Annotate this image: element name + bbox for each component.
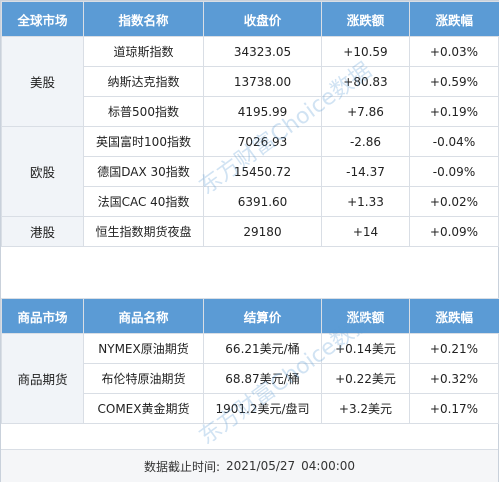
settle-value: 66.21美元/桶 [203, 333, 322, 364]
change-pct: +0.09% [409, 216, 499, 247]
change-pct: +0.17% [409, 393, 499, 424]
cutoff-label: 数据截止时间: [143, 459, 220, 474]
change-pct: +0.59% [409, 66, 499, 97]
table-row: 布伦特原油期货 68.87美元/桶 +0.22美元 +0.32% [2, 363, 499, 394]
table-row: COMEX黄金期货 1901.2美元/盘司 +3.2美元 +0.17% [2, 393, 499, 424]
change-pct: -0.09% [409, 156, 499, 187]
table-row: 德国DAX 30指数 15450.72 -14.37 -0.09% [2, 156, 499, 187]
change-value: +3.2美元 [321, 393, 410, 424]
index-name: 法国CAC 40指数 [83, 186, 204, 217]
change-pct: +0.02% [409, 186, 499, 217]
commodity-table: 商品市场 商品名称 结算价 涨跌额 涨跌幅 商品期货 NYMEX原油期货 66.… [1, 298, 499, 424]
header-change: 涨跌额 [321, 1, 410, 37]
header-change-pct: 涨跌幅 [409, 298, 499, 334]
commodity-name: 布伦特原油期货 [83, 363, 204, 394]
header-close: 收盘价 [203, 1, 322, 37]
table-row: 法国CAC 40指数 6391.60 +1.33 +0.02% [2, 186, 499, 217]
close-value: 34323.05 [203, 36, 322, 67]
close-value: 7026.93 [203, 126, 322, 157]
table-row: 纳斯达克指数 13738.00 +80.83 +0.59% [2, 66, 499, 97]
region-europe: 欧股 [1, 126, 84, 217]
header-market: 全球市场 [1, 1, 84, 37]
index-name: 德国DAX 30指数 [83, 156, 204, 187]
index-table-header: 全球市场 指数名称 收盘价 涨跌额 涨跌幅 [1, 1, 499, 37]
change-pct: -0.04% [409, 126, 499, 157]
index-name: 恒生指数期货夜盘 [83, 216, 204, 247]
index-name: 标普500指数 [83, 96, 204, 127]
cutoff-date: 2021/05/27 [225, 459, 296, 473]
region-commodity-futures: 商品期货 [1, 333, 84, 424]
header-change-pct: 涨跌幅 [409, 1, 499, 37]
header-settle: 结算价 [203, 298, 322, 334]
close-value: 15450.72 [203, 156, 322, 187]
index-name: 纳斯达克指数 [83, 66, 204, 97]
index-table: 全球市场 指数名称 收盘价 涨跌额 涨跌幅 美股 道琼斯指数 34323.05 … [1, 1, 499, 247]
close-value: 6391.60 [203, 186, 322, 217]
table-row: 标普500指数 4195.99 +7.86 +0.19% [2, 96, 499, 127]
table-row: 美股 道琼斯指数 34323.05 +10.59 +0.03% [1, 36, 499, 127]
settle-value: 1901.2美元/盘司 [203, 393, 322, 424]
change-pct: +0.03% [409, 36, 499, 67]
commodity-name: NYMEX原油期货 [83, 333, 204, 364]
close-value: 29180 [203, 216, 322, 247]
region-us: 美股 [1, 36, 84, 127]
index-name: 英国富时100指数 [83, 126, 204, 157]
close-value: 13738.00 [203, 66, 322, 97]
table-row: 商品期货 NYMEX原油期货 66.21美元/桶 +0.14美元 +0.21% [1, 333, 499, 424]
table-row: 港股 恒生指数期货夜盘 29180 +14 +0.09% [1, 216, 499, 247]
table-row: 欧股 英国富时100指数 7026.93 -2.86 -0.04% [1, 126, 499, 217]
header-change: 涨跌额 [321, 298, 410, 334]
index-name: 道琼斯指数 [83, 36, 204, 67]
change-value: +80.83 [321, 66, 410, 97]
change-value: +0.22美元 [321, 363, 410, 394]
settle-value: 68.87美元/桶 [203, 363, 322, 394]
change-value: +1.33 [321, 186, 410, 217]
change-value: -14.37 [321, 156, 410, 187]
region-hk: 港股 [1, 216, 84, 247]
change-pct: +0.19% [409, 96, 499, 127]
change-value: +10.59 [321, 36, 410, 67]
change-value: +7.86 [321, 96, 410, 127]
header-index-name: 指数名称 [83, 1, 204, 37]
change-value: -2.86 [321, 126, 410, 157]
close-value: 4195.99 [203, 96, 322, 127]
header-commodity-name: 商品名称 [83, 298, 204, 334]
change-value: +0.14美元 [321, 333, 410, 364]
commodity-name: COMEX黄金期货 [83, 393, 204, 424]
cutoff-time: 04:00:00 [301, 459, 356, 473]
change-pct: +0.32% [409, 363, 499, 394]
change-value: +14 [321, 216, 410, 247]
header-market: 商品市场 [1, 298, 84, 334]
change-pct: +0.21% [409, 333, 499, 364]
data-cutoff-footer: 数据截止时间: 2021/05/27 04:00:00 [1, 449, 498, 482]
commodity-table-header: 商品市场 商品名称 结算价 涨跌额 涨跌幅 [1, 298, 499, 334]
